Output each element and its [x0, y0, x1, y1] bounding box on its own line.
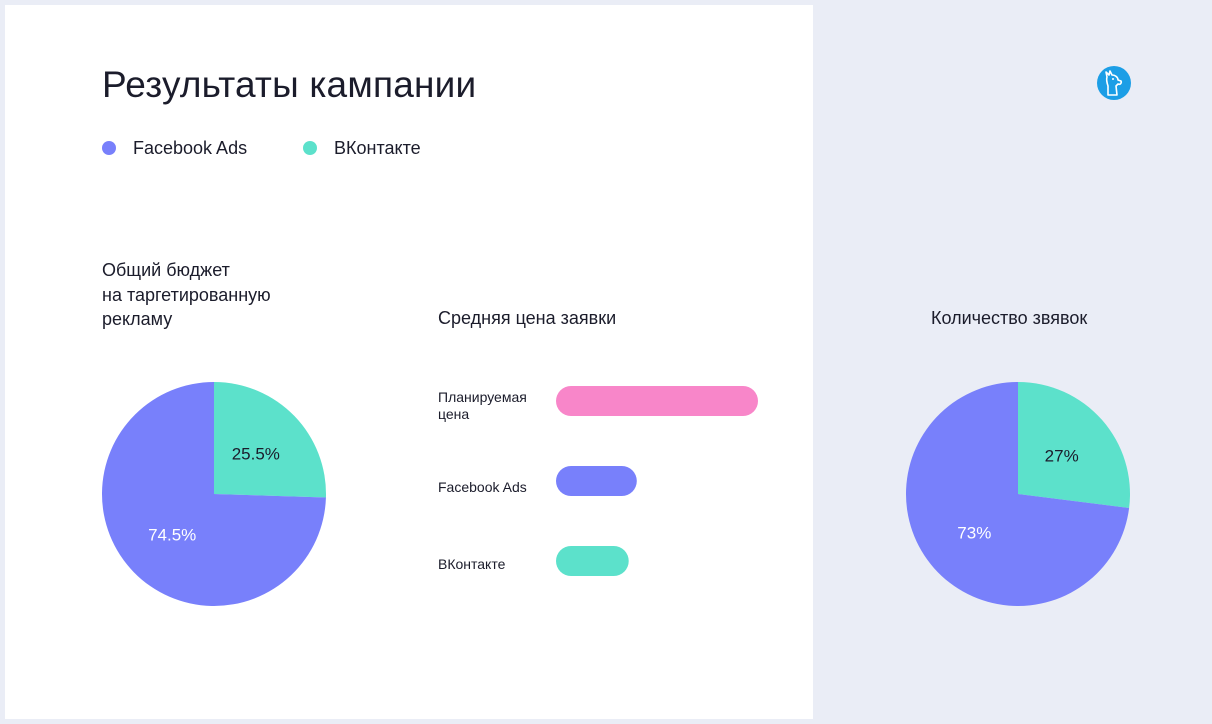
- llama-icon: [1097, 66, 1131, 100]
- legend-label-facebook: Facebook Ads: [133, 138, 248, 158]
- requests-pie-chart: 27% 73%: [906, 382, 1130, 606]
- bar-label-vkontakte: ВКонтакте: [438, 556, 506, 572]
- requests-slice-label-0: 27%: [1045, 446, 1079, 465]
- side-panel: [813, 5, 1212, 719]
- budget-slice-0: [214, 382, 326, 498]
- budget-slice-label-1: 74.5%: [148, 526, 196, 545]
- requests-slice-label-1: 73%: [957, 524, 991, 543]
- budget-slice-1: [102, 382, 326, 606]
- price-bar-chart: [556, 386, 758, 576]
- budget-title-line-1: Общий бюджет: [102, 260, 230, 280]
- legend-dot-facebook: [102, 141, 116, 155]
- content-panel: [5, 5, 813, 719]
- legend-item-vkontakte: ВКонтакте: [303, 136, 421, 160]
- budget-title-line-2: на таргетированную: [102, 284, 271, 305]
- bar-label-planned: Планируемая цена: [438, 389, 527, 422]
- budget-pie-chart: 25.5% 74.5%: [102, 382, 326, 606]
- requests-slice-1: [906, 382, 1130, 606]
- requests-chart-title: Количество звявок: [931, 308, 1088, 328]
- budget-title-line-3: рекламу: [102, 309, 173, 329]
- budget-slice-label-0: 25.5%: [232, 444, 280, 463]
- price-bar-2: [556, 546, 629, 576]
- price-chart-title: Средняя цена заявки: [438, 308, 617, 328]
- legend-dot-vkontakte: [303, 141, 317, 155]
- budget-chart-title: Общий бюджет на таргетированную рекламу: [102, 258, 271, 332]
- legend-item-facebook: Facebook Ads: [102, 136, 247, 160]
- legend-label-vkontakte: ВКонтакте: [334, 138, 421, 158]
- page-title: Результаты кампании: [102, 64, 477, 105]
- price-bar-1: [556, 466, 637, 496]
- requests-slice-0: [1018, 382, 1130, 509]
- price-bar-0: [556, 386, 758, 416]
- bar-label-facebook: Facebook Ads: [438, 479, 527, 495]
